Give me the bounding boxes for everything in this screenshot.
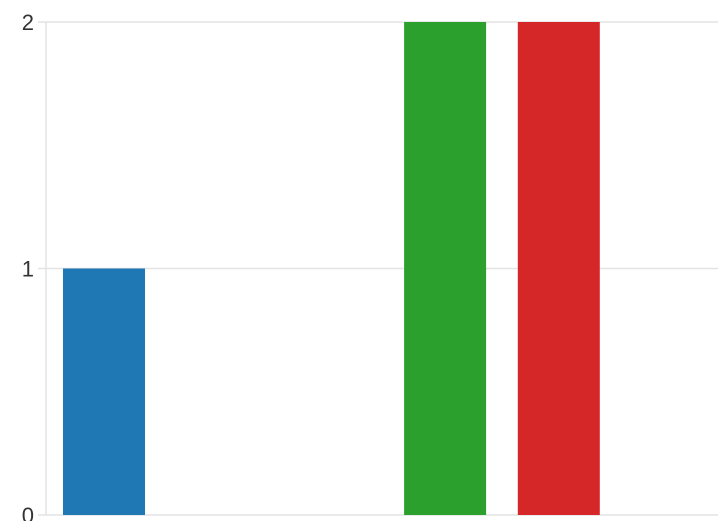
bar <box>63 268 145 515</box>
bar <box>517 22 600 515</box>
y-tick-label: 0 <box>22 503 34 521</box>
y-axis: 0 1 2 <box>22 10 47 521</box>
bars <box>63 22 600 515</box>
y-tick-label: 2 <box>22 10 34 35</box>
gridlines <box>38 21 718 516</box>
y-tick-label: 1 <box>22 257 34 282</box>
bar <box>404 22 487 515</box>
